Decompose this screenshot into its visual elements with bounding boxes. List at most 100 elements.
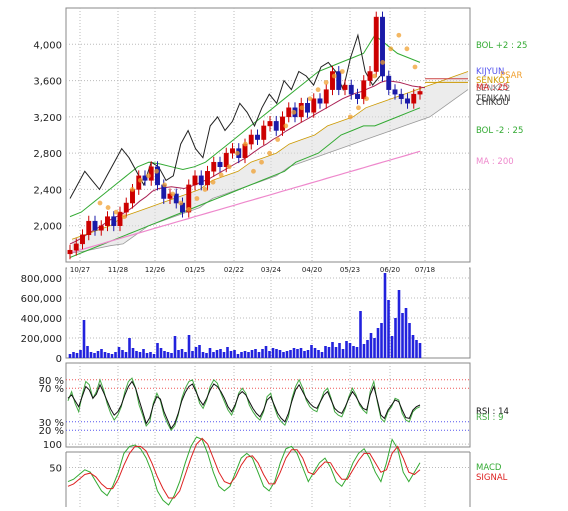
volume-bar [352, 346, 355, 358]
volume-bar [282, 352, 285, 358]
date-tick-label: 12/26 [145, 266, 166, 274]
volume-bar [121, 350, 124, 358]
psar-dot [97, 200, 103, 206]
volume-bar [173, 336, 177, 358]
candlestick [267, 121, 273, 127]
date-tick-label: 07/18 [415, 266, 435, 274]
volume-bar [107, 353, 110, 358]
volume-bar [275, 349, 278, 358]
volume-bar [135, 351, 138, 358]
volume-bar [219, 349, 222, 358]
panel-frame [65, 362, 471, 448]
candlestick [105, 216, 110, 226]
price-legend-entry: CHIKOU [476, 98, 509, 108]
volume-bar [250, 350, 254, 358]
volume-bar [226, 347, 229, 358]
candlestick [80, 234, 85, 245]
date-label-band [67, 264, 469, 274]
psar-dot [339, 69, 345, 74]
psar-dot [146, 173, 151, 179]
volume-bar [292, 348, 296, 358]
volume-bar [159, 348, 163, 358]
volume-bar [373, 338, 376, 358]
volume-bar [236, 354, 240, 358]
volume-bar [114, 352, 117, 358]
macd-y-tick-label: 50 [49, 464, 62, 475]
psar-dot [113, 209, 119, 215]
psar-dot [372, 73, 378, 79]
volume-bar [222, 352, 226, 358]
volume-bar [240, 352, 243, 358]
volume-bar [93, 353, 96, 358]
volume-bar [261, 349, 264, 358]
candlestick [186, 184, 192, 213]
volume-bar [299, 348, 303, 358]
rsi-legend-entry: RSI : 14 [476, 407, 509, 417]
candlestick [336, 71, 342, 90]
volume-bar [103, 352, 107, 358]
volume-y-tick-label: 0 [56, 354, 62, 365]
volume-bar [271, 348, 275, 358]
candlestick [392, 89, 398, 95]
volume-bar [89, 352, 93, 358]
psar-dot [129, 187, 135, 192]
candlestick [411, 93, 417, 104]
psar-dot [291, 109, 297, 115]
volume-bar [247, 352, 250, 358]
candlestick [148, 166, 154, 181]
price-y-tick-label: 3,600 [33, 77, 62, 88]
psar-dot [251, 168, 256, 174]
volume-bar [296, 349, 299, 358]
rsi-legend-entry: RSI : 9 [476, 413, 503, 423]
volume-bar [278, 350, 282, 358]
volume-bar [418, 343, 422, 358]
candlestick [286, 107, 292, 118]
volume-bar [96, 351, 100, 358]
ichimoku-cloud [72, 71, 468, 253]
psar-dot [299, 105, 305, 111]
date-tick-label: 02/22 [224, 266, 244, 274]
volume-bar [334, 347, 338, 358]
candlestick [323, 89, 329, 104]
volume-bar [208, 348, 212, 358]
volume-bar [401, 313, 404, 358]
volume-bar [149, 352, 152, 358]
rsi-y-tick-label: 20 % [39, 426, 64, 437]
candlestick [123, 202, 129, 213]
psar-dot [162, 182, 168, 188]
volume-bar [327, 347, 331, 358]
volume-bar [201, 352, 205, 358]
volume-y-tick-label: 400,000 [21, 314, 62, 325]
volume-bar [317, 350, 320, 358]
candlestick [205, 171, 210, 186]
volume-bar [156, 343, 159, 358]
volume-bar [152, 354, 156, 358]
candlestick [405, 98, 410, 104]
candlestick [261, 125, 267, 140]
price-legend-entry: TENKAN [475, 94, 511, 104]
volume-bar [362, 344, 366, 358]
volume-bar [82, 320, 86, 358]
psar-dot [242, 141, 248, 147]
candlestick [280, 116, 285, 131]
candlestick [155, 166, 160, 186]
volume-bar [198, 345, 201, 358]
volume-bar [415, 340, 418, 358]
volume-bar [257, 352, 261, 358]
psar-dot [307, 96, 313, 102]
volume-y-tick-label: 600,000 [21, 294, 62, 305]
psar-dot [396, 32, 402, 38]
rsi9-line [67, 377, 421, 432]
rsi-y-tick-label: 70 % [39, 384, 64, 395]
volume-bar [138, 352, 142, 358]
volume-bar [100, 349, 103, 358]
date-tick-label: 01/25 [185, 266, 205, 274]
volume-bar [345, 341, 348, 358]
candlestick [117, 211, 123, 226]
date-tick-label: 06/20 [380, 266, 400, 274]
rsi-y-tick-label: 30 % [39, 418, 64, 429]
psar-dot [105, 205, 111, 210]
volume-bar [341, 349, 345, 358]
volume-bar [338, 343, 341, 358]
